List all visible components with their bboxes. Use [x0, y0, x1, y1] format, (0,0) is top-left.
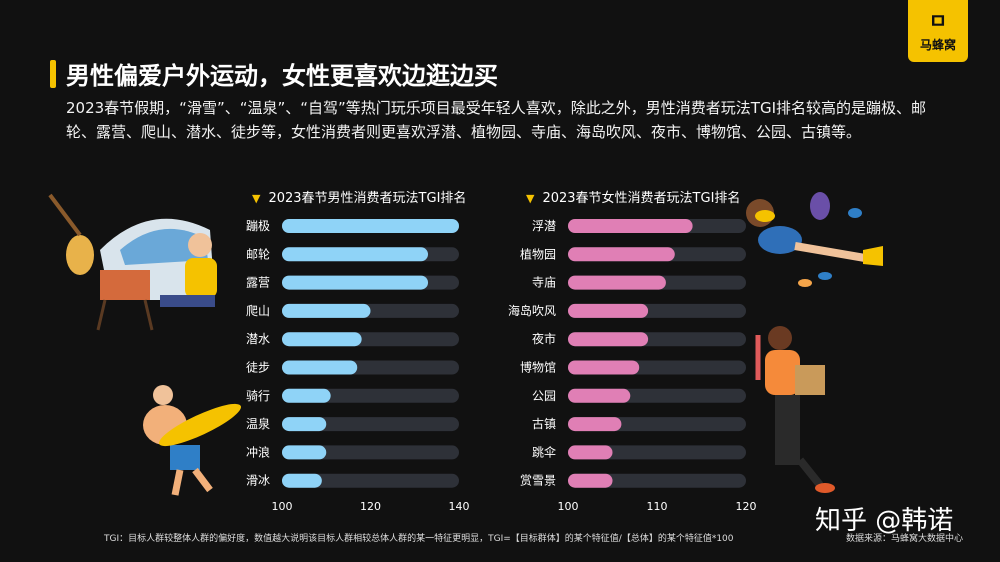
female-category-label: 植物园	[520, 246, 556, 261]
female-category-label: 寺庙	[532, 276, 556, 290]
female-category-label: 赏雪景	[520, 474, 556, 488]
surfer-illustration	[143, 385, 242, 496]
female-bar	[568, 360, 640, 375]
male-bar-track	[282, 445, 459, 460]
male-bar-track	[282, 417, 459, 432]
male-chart-title-wrap: ▼ 2023春节男性消费者玩法TGI排名	[252, 187, 466, 206]
watermark: 知乎 @韩诺	[815, 506, 954, 536]
male-category-label: 滑冰	[246, 474, 270, 488]
snorkeler-illustration	[746, 192, 883, 287]
chevron-down-icon: ▼	[252, 192, 261, 205]
female-x-tick-label: 100	[558, 500, 579, 513]
female-bar	[568, 247, 675, 262]
female-bar-track	[568, 445, 746, 460]
male-bar	[282, 360, 358, 375]
chevron-down-icon: ▼	[526, 192, 535, 205]
male-category-label: 冲浪	[246, 444, 270, 459]
male-category-label: 徒步	[246, 361, 270, 375]
shopper-illustration	[755, 326, 835, 493]
male-bar	[282, 247, 429, 262]
page-title: 男性偏爱户外运动，女性更喜欢边逛边买	[66, 62, 498, 90]
female-x-tick-label: 120	[736, 500, 757, 513]
male-category-label: 骑行	[246, 389, 270, 403]
page-description: 2023春节假期，“滑雪”、“温泉”、“自驾”等热门玩乐项目最受年轻人喜欢，除此…	[66, 99, 927, 141]
male-category-label: 露营	[246, 276, 270, 290]
female-x-tick-label: 110	[647, 500, 668, 513]
female-category-label: 公园	[532, 389, 556, 403]
male-bar	[282, 332, 362, 347]
female-bar-track	[568, 473, 746, 488]
female-bar	[568, 275, 666, 290]
male-bar	[282, 473, 322, 488]
male-category-label: 蹦极	[246, 219, 270, 233]
data-source: 数据来源：马蜂窝大数据中心	[846, 534, 964, 544]
female-chart-title: 2023春节女性消费者玩法TGI排名	[542, 191, 741, 206]
female-bar	[568, 332, 649, 347]
female-category-label: 夜市	[532, 331, 556, 346]
female-category-label: 博物馆	[520, 360, 556, 375]
female-category-label: 浮潜	[532, 219, 556, 233]
logo-name: 马蜂窝	[919, 38, 956, 52]
title-accent-bar	[50, 60, 56, 88]
male-category-label: 潜水	[246, 332, 270, 346]
male-category-label: 温泉	[246, 417, 270, 431]
male-category-label: 爬山	[246, 304, 270, 318]
camping-illustration	[48, 193, 217, 331]
female-bar	[568, 473, 613, 488]
female-bar	[568, 388, 631, 403]
male-category-label: 邮轮	[246, 247, 270, 261]
female-bar	[568, 417, 622, 432]
female-category-label: 古镇	[532, 416, 556, 431]
female-category-label: 跳伞	[532, 444, 556, 459]
male-bar	[282, 388, 331, 403]
female-category-label: 海岛吹风	[508, 303, 556, 318]
logo-mark: ㅁ	[928, 9, 948, 33]
male-bar	[282, 417, 327, 432]
male-x-tick-label: 120	[360, 500, 381, 513]
male-bar	[282, 445, 327, 460]
mafengwo-logo: ㅁ 马蜂窝	[908, 0, 968, 62]
male-bar	[282, 303, 371, 318]
tgi-footnote: TGI：目标人群较整体人群的偏好度，数值越大说明该目标人群相较总体人群的某一特征…	[104, 534, 734, 544]
male-chart-title: 2023春节男性消费者玩法TGI排名	[268, 191, 467, 206]
male-x-tick-label: 140	[449, 500, 470, 513]
male-bar	[282, 275, 429, 290]
male-x-tick-label: 100	[272, 500, 293, 513]
male-bar-track	[282, 473, 459, 488]
female-chart-title-wrap: ▼ 2023春节女性消费者玩法TGI排名	[526, 187, 740, 206]
female-bar	[568, 445, 613, 460]
male-bar	[282, 219, 459, 233]
female-bar	[568, 303, 649, 318]
female-bar	[568, 219, 693, 233]
